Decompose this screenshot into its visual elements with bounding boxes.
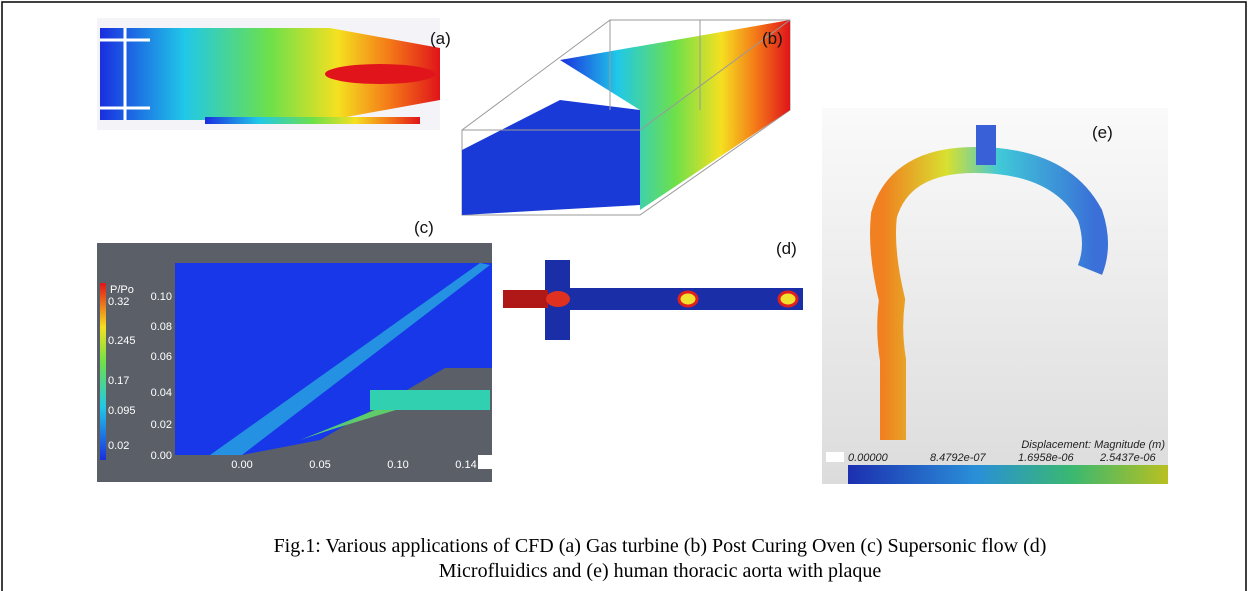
colorbar-label: 0.245 (108, 335, 136, 347)
corner (478, 455, 492, 469)
panel-c: P/Po 0.32 0.245 0.17 0.095 0.02 0.10 0.0… (97, 218, 492, 482)
x-tick-label: 0.05 (309, 459, 330, 471)
droplet (777, 290, 799, 308)
turbine (100, 28, 440, 120)
wire (462, 19, 791, 131)
jet (370, 390, 490, 410)
colorbar-label: 0.02 (108, 440, 129, 452)
y-tick-label: 0.06 (151, 351, 172, 363)
colorbar-e (848, 465, 1168, 484)
colorbar-label: 8.4792e-07 (930, 452, 987, 464)
wedge (242, 368, 492, 455)
colorbar-c (100, 283, 106, 460)
channel (545, 288, 803, 310)
droplet (677, 290, 699, 308)
branch (976, 125, 996, 165)
colorbar-title: Displacement: Magnitude (m) (1021, 439, 1165, 451)
panel-d: (d) (503, 239, 803, 340)
colorbar-label: 2.5437e-06 (1099, 452, 1157, 464)
caption-line: Fig.1: Various applications of CFD (a) G… (274, 535, 1047, 557)
colorbar-label: 1.6958e-06 (1018, 452, 1075, 464)
panel-label: (a) (430, 29, 451, 48)
swatch (826, 452, 844, 462)
colorbar-label: 0.095 (108, 405, 136, 417)
x-tick-label: 0.10 (387, 459, 408, 471)
colorbar-title: P/Po (110, 284, 134, 296)
liner (100, 28, 150, 120)
hot-zone (560, 20, 790, 210)
x-tick-label: 0.14 (455, 459, 476, 471)
droplet (546, 291, 570, 307)
panel-a: (a) (97, 18, 451, 130)
panel-b: (b) (461, 19, 791, 216)
panel-e: Displacement: Magnitude (m) 0.00000 8.47… (822, 108, 1168, 484)
aorta (870, 146, 1108, 440)
panel-label: (d) (776, 239, 797, 258)
cold-zone (462, 100, 640, 215)
caption-line: Microfluidics and (e) human thoracic aor… (439, 560, 882, 582)
colorbar-label: 0.32 (108, 296, 129, 308)
shock (210, 263, 490, 455)
colorbar-a (205, 117, 420, 124)
inlet (503, 290, 548, 308)
flame (325, 64, 435, 84)
y-tick-label: 0.08 (151, 321, 172, 333)
y-tick-label: 0.02 (151, 419, 172, 431)
y-tick-label: 0.00 (151, 450, 172, 462)
y-tick-label: 0.04 (151, 387, 172, 399)
colorbar-label: 0.17 (108, 375, 129, 387)
x-tick-label: 0.00 (231, 459, 252, 471)
panel-label: (b) (762, 29, 783, 48)
y-tick-label: 0.10 (151, 291, 172, 303)
panel-label: (c) (414, 218, 434, 237)
panel-label: (e) (1092, 123, 1113, 142)
colorbar-label: 0.00000 (848, 452, 889, 464)
